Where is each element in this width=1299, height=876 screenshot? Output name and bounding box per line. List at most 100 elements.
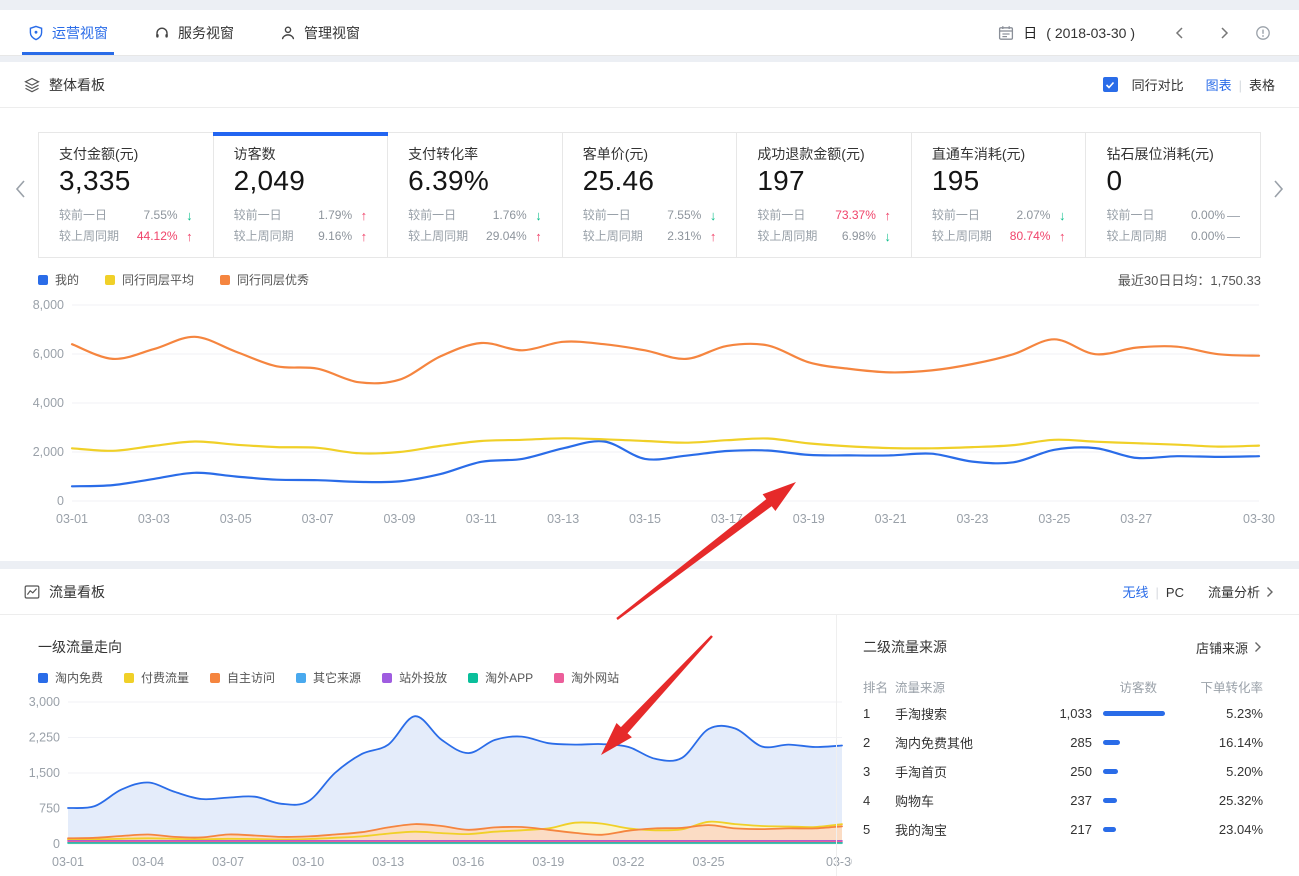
legend-item[interactable]: 站外投放 (382, 669, 447, 686)
traffic-title-group: 流量看板 (24, 582, 105, 602)
legend-item[interactable]: 淘外APP (468, 669, 533, 686)
legend-label: 同行同层优秀 (237, 273, 310, 287)
traffic-header: 流量看板 无线 | PC 流量分析 (0, 569, 1299, 615)
legend-item[interactable]: 淘外网站 (554, 669, 619, 686)
svg-text:03-19: 03-19 (532, 855, 564, 869)
trend-arrow-icon: ↓ (709, 208, 717, 223)
trend-arrow-icon: ↓ (884, 229, 891, 244)
kpi-vs-prev-day: 较前一日 7.55% ↓ (59, 205, 193, 226)
tab-service-view[interactable]: 服务视窗 (154, 10, 234, 55)
legend-swatch (38, 274, 48, 285)
overview-legend-row: 我的 同行同层平均 同行同层优秀 最近30日日均：1,750.33 (38, 270, 1261, 289)
svg-text:4,000: 4,000 (33, 396, 64, 410)
cell-source-name: 淘内免费其他 (895, 736, 974, 751)
cell-visitors: 285 (1070, 735, 1092, 750)
tab-label: 管理视窗 (304, 24, 360, 41)
sources-table-header: 排名 流量来源 访客数 下单转化率 (863, 673, 1263, 699)
shop-source-link[interactable]: 店铺来源 (1196, 638, 1263, 657)
sources-title: 二级流量来源 (863, 639, 947, 655)
chevron-right-icon (1274, 180, 1284, 198)
svg-text:03-21: 03-21 (875, 512, 907, 526)
kpi-card[interactable]: 客单价(元) 25.46 较前一日 7.55% ↓ 较上周同期 2.31% ↑ (562, 133, 738, 257)
table-row[interactable]: 5 我的淘宝 217 23.04% (863, 815, 1263, 844)
sources-head: 二级流量来源 店铺来源 (863, 615, 1263, 657)
legend-item[interactable]: 淘内免费 (38, 669, 103, 686)
cell-source-name: 手淘首页 (895, 765, 948, 780)
cell-conversion-rate: 23.04% (1218, 822, 1263, 837)
wireless-button[interactable]: 无线 (1122, 585, 1149, 600)
svg-text:2,000: 2,000 (33, 445, 64, 459)
kpi-card[interactable]: 访客数 2,049 较前一日 1.79% ↑ 较上周同期 9.16% ↑ (212, 132, 389, 257)
svg-text:03-07: 03-07 (302, 512, 334, 526)
cell-visitor-bar (1092, 798, 1183, 803)
top-nav-bar: 运营视窗 服务视窗 管理视窗 (0, 10, 1299, 56)
kpi-card[interactable]: 钻石展位消耗(元) 0 较前一日 0.00% — 较上周同期 0.00% — (1086, 133, 1261, 257)
trend-arrow-icon: ↓ (1058, 208, 1066, 223)
view-table-button[interactable]: 表格 (1248, 78, 1275, 93)
cell-conversion-rate: 16.14% (1218, 735, 1263, 750)
prev-date-button[interactable] (1173, 26, 1187, 40)
visitor-bar (1103, 740, 1120, 745)
traffic-trend-chart[interactable]: 0 750 1,500 2,250 3,000 03-01 03-04 03-07 03-10 0… (22, 694, 852, 876)
legend-swatch (468, 672, 479, 683)
table-row[interactable]: 1 手淘搜索 1,033 5.23% (863, 699, 1263, 728)
shop-source-label: 店铺来源 (1195, 640, 1248, 656)
svg-text:03-17: 03-17 (711, 512, 743, 526)
legend-item[interactable]: 其它来源 (296, 669, 361, 686)
trend-arrow-icon: ↑ (360, 208, 368, 223)
overview-trend-chart[interactable]: 0 2,000 4,000 6,000 8,000 03-01 03-03 03-05 03-0… (22, 291, 1277, 543)
col-visitors: 访客数 (1119, 680, 1157, 695)
legend-item[interactable]: 自主访问 (210, 669, 275, 686)
cell-visitors: 250 (1070, 764, 1092, 779)
chevron-right-icon (1221, 26, 1229, 39)
kpi-card[interactable]: 直通车消耗(元) 195 较前一日 2.07% ↓ 较上周同期 80.74% ↑ (911, 133, 1087, 257)
kpi-label: 成功退款金额(元) (757, 146, 865, 162)
kpi-label: 客单价(元) (582, 146, 649, 162)
pc-button[interactable]: PC (1165, 585, 1184, 600)
toggle-divider: | (1238, 78, 1242, 93)
kpi-value: 25.46 (582, 165, 655, 196)
kpi-card[interactable]: 成功退款金额(元) 197 较前一日 73.37% ↑ 较上周同期 6.98% ↓ (737, 133, 912, 257)
traffic-analysis-link[interactable]: 流量分析 (1208, 582, 1275, 601)
col-rate: 下单转化率 (1200, 680, 1263, 695)
kpi-label: 钻石展位消耗(元) (1106, 146, 1214, 162)
legend-label: 其它来源 (313, 671, 362, 685)
table-row[interactable]: 4 购物车 237 25.32% (863, 786, 1263, 815)
overview-header: 整体看板 同行对比 图表 | 表格 (0, 62, 1299, 108)
svg-text:03-25: 03-25 (693, 855, 725, 869)
date-value: ( 2018-03-30 ) (1046, 24, 1135, 41)
next-date-button[interactable] (1217, 26, 1231, 40)
view-chart-button[interactable]: 图表 (1205, 78, 1232, 93)
overview-legend: 我的 同行同层平均 同行同层优秀 (38, 271, 335, 288)
kpi-card[interactable]: 支付转化率 6.39% 较前一日 1.76% ↓ 较上周同期 29.04% ↑ (388, 133, 563, 257)
cell-visitors: 217 (1070, 822, 1092, 837)
trend-arrow-icon: ↓ (186, 208, 193, 223)
svg-text:8,000: 8,000 (33, 298, 64, 312)
cell-visitor-bar (1092, 827, 1183, 832)
tab-management-view[interactable]: 管理视窗 (280, 10, 360, 55)
kpi-scroll-right-button[interactable] (1270, 178, 1286, 205)
check-icon (1105, 81, 1115, 89)
legend-swatch (38, 672, 48, 683)
svg-text:1,500: 1,500 (29, 766, 60, 780)
table-row[interactable]: 3 手淘首页 250 5.20% (863, 757, 1263, 786)
kpi-value: 2,049 (233, 165, 306, 196)
svg-text:2,250: 2,250 (29, 731, 60, 745)
table-row[interactable]: 2 淘内免费其他 285 16.14% (863, 728, 1263, 757)
date-picker[interactable]: 日 ( 2018-03-30 ) (998, 23, 1135, 43)
legend-item[interactable]: 付费流量 (124, 669, 189, 686)
svg-text:03-13: 03-13 (547, 512, 579, 526)
svg-text:03-30: 03-30 (826, 855, 852, 869)
legend-item[interactable]: 同行同层平均 (105, 271, 194, 288)
peer-compare-checkbox[interactable] (1102, 77, 1118, 92)
info-button[interactable] (1255, 25, 1271, 41)
device-toggle: 无线 | PC (1123, 582, 1184, 601)
legend-item[interactable]: 同行同层优秀 (220, 271, 309, 288)
kpi-scroll-left-button[interactable] (13, 178, 29, 205)
tab-operation-view[interactable]: 运营视窗 (22, 10, 114, 55)
kpi-card[interactable]: 支付金额(元) 3,335 较前一日 7.55% ↓ 较上周同期 44.12% ↑ (39, 133, 214, 257)
legend-swatch (210, 672, 221, 683)
svg-text:03-23: 03-23 (956, 512, 988, 526)
svg-text:03-03: 03-03 (138, 512, 170, 526)
legend-item[interactable]: 我的 (38, 271, 79, 288)
